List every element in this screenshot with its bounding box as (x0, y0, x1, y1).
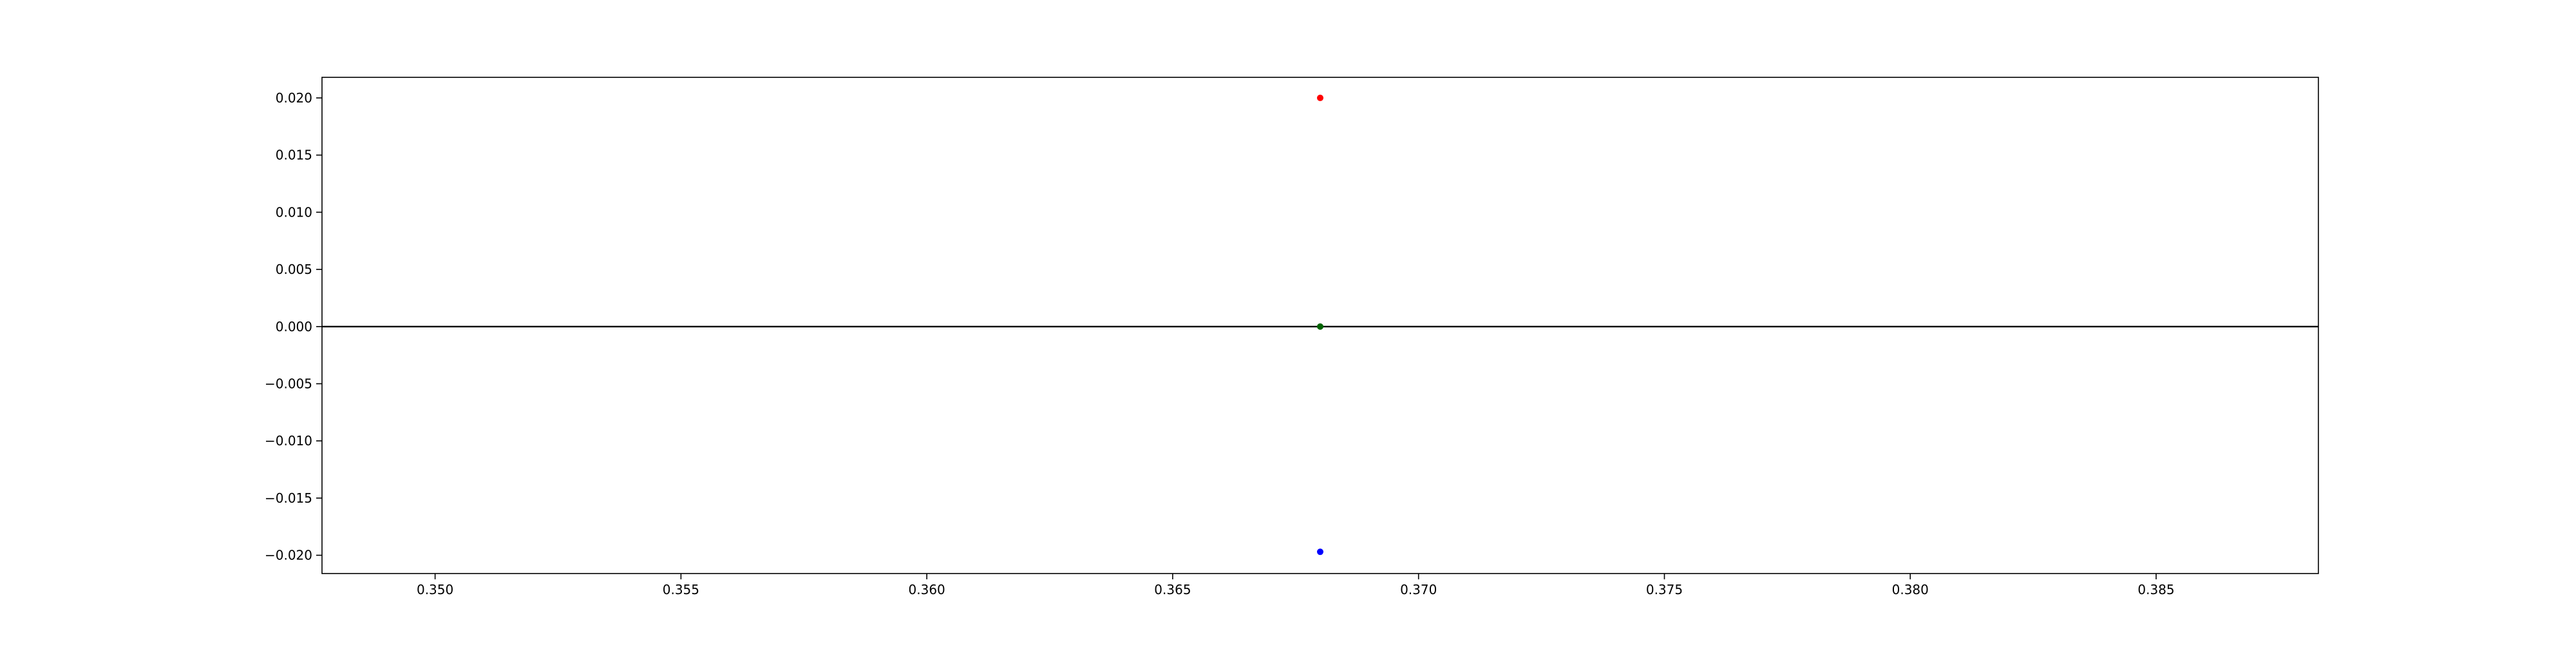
y-tick-label: 0.000 (276, 319, 312, 334)
data-point (1317, 323, 1323, 330)
y-tick-label: 0.020 (276, 90, 312, 106)
data-points (1317, 94, 1323, 555)
data-point (1317, 94, 1323, 101)
x-tick-label: 0.360 (909, 582, 945, 597)
x-axis-ticks: 0.350 0.355 0.360 0.365 0.370 0.375 0.380 0.385 (417, 574, 2175, 597)
x-tick-label: 0.365 (1154, 582, 1191, 597)
data-point (1317, 548, 1323, 555)
plot-frame (321, 77, 2319, 574)
x-tick-label: 0.350 (417, 582, 453, 597)
x-tick-label: 0.380 (1892, 582, 1929, 597)
y-tick-label: −0.015 (265, 490, 312, 506)
x-tick-label: 0.375 (1646, 582, 1683, 597)
y-tick-label: −0.005 (265, 376, 312, 391)
y-tick-label: −0.020 (265, 548, 312, 563)
x-tick-label: 0.385 (2137, 582, 2174, 597)
x-tick-label: 0.355 (663, 582, 699, 597)
y-tick-label: 0.010 (276, 204, 312, 220)
y-tick-label: 0.015 (276, 148, 312, 163)
y-axis-ticks: 0.020 0.015 0.010 0.005 0.000 −0.005 −0.010 −0.… (265, 90, 322, 563)
y-tick-label: 0.005 (276, 262, 312, 277)
y-tick-label: −0.010 (265, 433, 312, 449)
x-tick-label: 0.370 (1400, 582, 1437, 597)
